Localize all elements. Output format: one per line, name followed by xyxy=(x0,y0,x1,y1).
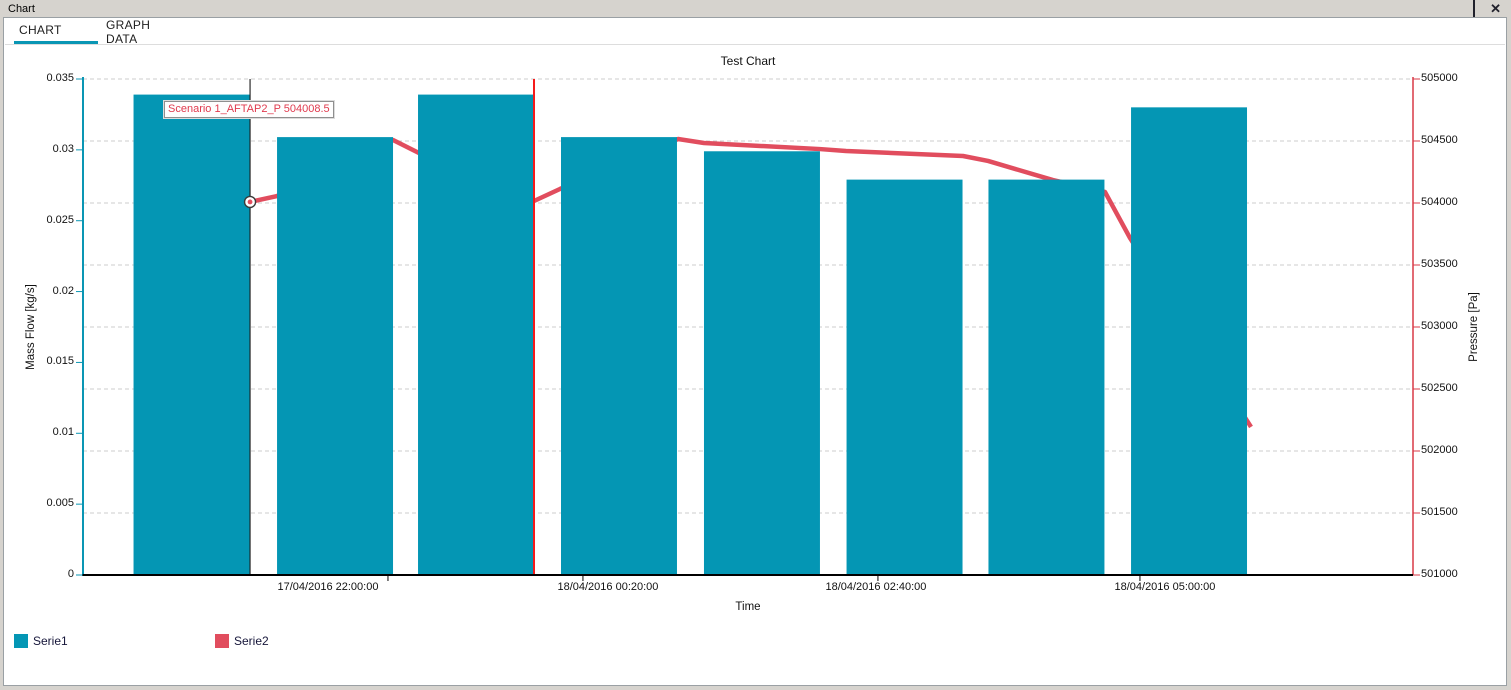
right-axis-title: Pressure [Pa] xyxy=(1468,292,1480,362)
legend: Serie1 Serie2 xyxy=(0,634,1511,654)
bar-serie1[interactable] xyxy=(418,94,535,576)
bar-serie1[interactable] xyxy=(846,179,963,576)
bar-serie1[interactable] xyxy=(703,151,820,575)
legend-item-serie1[interactable]: Serie1 xyxy=(14,634,68,648)
bar-serie1[interactable] xyxy=(561,137,677,576)
legend-serie2-label: Serie2 xyxy=(234,634,269,648)
legend-item-serie2[interactable]: Serie2 xyxy=(215,634,269,648)
close-button[interactable]: ✕ xyxy=(1490,0,1501,18)
title-bar: Chart ✕ xyxy=(0,0,1511,18)
left-axis-title: Mass Flow [kg/s] xyxy=(25,284,37,370)
bar-serie1[interactable] xyxy=(1131,107,1248,575)
serie1-swatch-icon xyxy=(14,634,28,648)
tab-chart[interactable]: CHART xyxy=(14,19,98,44)
tab-graph-data[interactable]: GRAPH DATA xyxy=(101,17,185,46)
legend-serie1-label: Serie1 xyxy=(33,634,68,648)
close-icon: ✕ xyxy=(1490,0,1501,16)
tab-chart-label: CHART xyxy=(19,23,62,37)
bar-serie1[interactable] xyxy=(988,179,1105,576)
chart-title: Test Chart xyxy=(720,54,776,68)
x-axis-title: Time xyxy=(735,601,761,613)
bar-serie1[interactable] xyxy=(133,94,250,576)
series-tooltip: Scenario 1_AFTAP2_P 504008.5 xyxy=(163,100,335,119)
window-title: Chart xyxy=(8,2,35,15)
tab-bar: CHART GRAPH DATA xyxy=(5,17,1505,46)
bar-serie1[interactable] xyxy=(277,137,394,576)
tab-graph-data-label: GRAPH DATA xyxy=(106,17,151,46)
serie2-swatch-icon xyxy=(215,634,229,648)
hover-marker-dot-icon xyxy=(247,199,253,205)
